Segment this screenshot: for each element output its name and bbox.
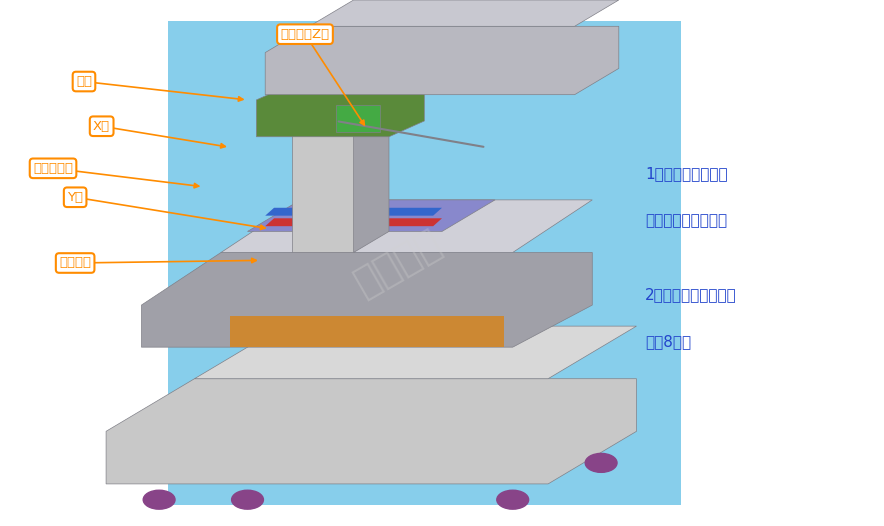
Polygon shape bbox=[265, 26, 619, 95]
Text: 1、大理石架构设备: 1、大理石架构设备 bbox=[645, 166, 728, 181]
Polygon shape bbox=[265, 218, 442, 226]
Polygon shape bbox=[256, 84, 424, 137]
Polygon shape bbox=[309, 0, 619, 26]
Polygon shape bbox=[221, 200, 592, 252]
Text: 2、切割承座满足一次: 2、切割承座满足一次 bbox=[645, 287, 737, 302]
Polygon shape bbox=[248, 200, 495, 231]
Text: Y轴: Y轴 bbox=[67, 191, 83, 204]
Text: 激光印刷: 激光印刷 bbox=[347, 223, 448, 303]
Text: 上料8片。: 上料8片。 bbox=[645, 335, 691, 349]
Circle shape bbox=[497, 490, 529, 509]
Text: 减震抗震能力优秀。: 减震抗震能力优秀。 bbox=[645, 214, 728, 228]
Circle shape bbox=[232, 490, 263, 509]
Polygon shape bbox=[336, 105, 380, 132]
Polygon shape bbox=[354, 63, 389, 252]
Polygon shape bbox=[230, 316, 504, 347]
Circle shape bbox=[143, 490, 175, 509]
Polygon shape bbox=[265, 208, 442, 216]
Polygon shape bbox=[292, 79, 354, 252]
Polygon shape bbox=[194, 326, 636, 379]
Polygon shape bbox=[106, 379, 636, 484]
FancyBboxPatch shape bbox=[168, 21, 681, 505]
Text: 切割承座: 切割承座 bbox=[59, 257, 91, 269]
Text: 大理石架构: 大理石架构 bbox=[33, 162, 73, 175]
Text: X轴: X轴 bbox=[93, 120, 110, 133]
Circle shape bbox=[585, 453, 617, 472]
Text: 机架: 机架 bbox=[76, 75, 92, 88]
Text: 自动对焦Z轴: 自动对焦Z轴 bbox=[280, 28, 330, 41]
Polygon shape bbox=[141, 252, 592, 347]
